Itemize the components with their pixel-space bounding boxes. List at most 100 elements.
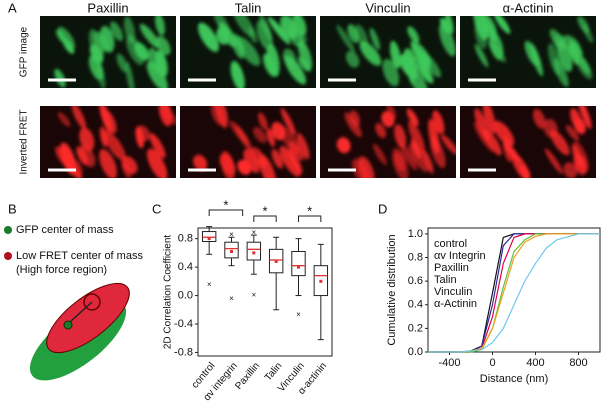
axes-frame: [427, 227, 601, 353]
adhesion: [161, 106, 176, 125]
adhesion: [419, 53, 431, 73]
adhesion: [440, 134, 456, 155]
micrograph: [320, 106, 456, 178]
adhesion: [259, 16, 272, 41]
adhesion: [373, 143, 387, 165]
adhesion: [149, 133, 166, 159]
adhesion: [57, 112, 71, 127]
image-content: [473, 16, 594, 87]
micrograph: [180, 106, 316, 178]
adhesion: [236, 36, 261, 66]
adhesion: [266, 128, 275, 147]
adhesion: [438, 23, 456, 57]
adhesion: [288, 141, 304, 161]
x-tick-label: 800: [569, 357, 587, 369]
adhesion: [582, 24, 594, 43]
adhesion: [96, 63, 106, 88]
adhesion: [284, 55, 307, 85]
mean: [207, 237, 211, 241]
adhesion: [251, 147, 267, 168]
adhesion: [296, 133, 310, 160]
adhesion: [473, 122, 494, 152]
mean: [230, 249, 233, 253]
adhesion: [386, 106, 397, 120]
adhesion: [488, 41, 506, 63]
y-tick-label: 1.0: [408, 228, 423, 240]
panel-label: A: [8, 0, 17, 15]
adhesion: [54, 68, 66, 88]
adhesion: [267, 16, 291, 45]
adhesion: [392, 147, 409, 178]
image-content: [54, 16, 171, 88]
adhesion: [406, 108, 419, 127]
diagram: [4, 226, 130, 381]
adhesion: [336, 24, 356, 53]
y-tick-label: 0.2: [408, 322, 423, 334]
line-chart: D 0.0 0.2 0.4 0.6 0.8 1.0 -400 0 400 800 Distance (…: [378, 201, 601, 385]
adhesion: [543, 118, 558, 138]
fret-shape: [46, 282, 130, 354]
micrograph: [180, 16, 316, 88]
y-tick-label: 0.4: [178, 261, 193, 273]
adhesion: [99, 149, 117, 178]
adhesion: [493, 120, 515, 147]
bracket: [253, 215, 277, 222]
legend-label: GFP center of mass: [16, 224, 114, 236]
legend-label: (High force region): [16, 264, 107, 276]
adhesion: [547, 43, 561, 76]
adhesion: [407, 26, 420, 44]
column-title: Paxillin: [87, 0, 128, 15]
adhesion: [382, 58, 400, 87]
bracket: [298, 215, 322, 222]
axes-frame: [197, 227, 333, 357]
legend-label: Low FRET center of mass: [16, 250, 143, 262]
legend-label: Paxillin: [434, 262, 469, 274]
outlier: ×: [229, 294, 234, 303]
adhesion: [369, 27, 381, 50]
adhesion: [482, 106, 496, 134]
legend-label: αv Integrin: [434, 250, 486, 262]
bracket: [208, 209, 244, 216]
adhesion: [474, 44, 489, 68]
adhesion: [336, 137, 351, 154]
arrow: [69, 301, 93, 323]
adhesion: [71, 106, 87, 130]
adhesion: [148, 47, 162, 73]
adhesion: [263, 53, 277, 77]
adhesion: [70, 159, 83, 178]
micrograph: [40, 106, 176, 178]
adhesion: [271, 149, 284, 169]
outlier: ×: [251, 291, 256, 300]
adhesion: [570, 108, 583, 131]
adhesion: [88, 29, 104, 62]
y-tick-label: 0.8: [408, 251, 423, 263]
adhesion: [220, 151, 236, 178]
image-grid: Paxillin Talin Vinculin α-Actinin GFP image I…: [19, 0, 596, 178]
adhesion: [349, 110, 361, 127]
panel-label: B: [8, 201, 17, 216]
adhesion: [125, 61, 135, 88]
y-axis-label: Cumulative distribution: [386, 234, 398, 345]
y-tick-label: 0.6: [408, 275, 423, 287]
adhesion: [422, 150, 434, 174]
x-tick-label: 0: [489, 357, 495, 369]
legend-label: Vinculin: [434, 286, 472, 298]
adhesion: [375, 123, 387, 139]
adhesion: [134, 42, 149, 61]
box: [201, 231, 217, 243]
x-tick-label: -400: [438, 357, 460, 369]
adhesion: [553, 34, 567, 51]
adhesion: [79, 127, 95, 152]
y-tick-label: 0.4: [408, 299, 423, 311]
adhesion: [389, 40, 401, 69]
image-content: [197, 16, 313, 88]
micrograph: [320, 16, 456, 88]
legend-dot: [4, 252, 12, 260]
adhesion: [544, 148, 563, 174]
column-title: Vinculin: [365, 0, 410, 15]
adhesion: [298, 39, 313, 71]
mean: [274, 259, 278, 263]
adhesion: [156, 36, 171, 56]
fret-center: [83, 293, 101, 311]
